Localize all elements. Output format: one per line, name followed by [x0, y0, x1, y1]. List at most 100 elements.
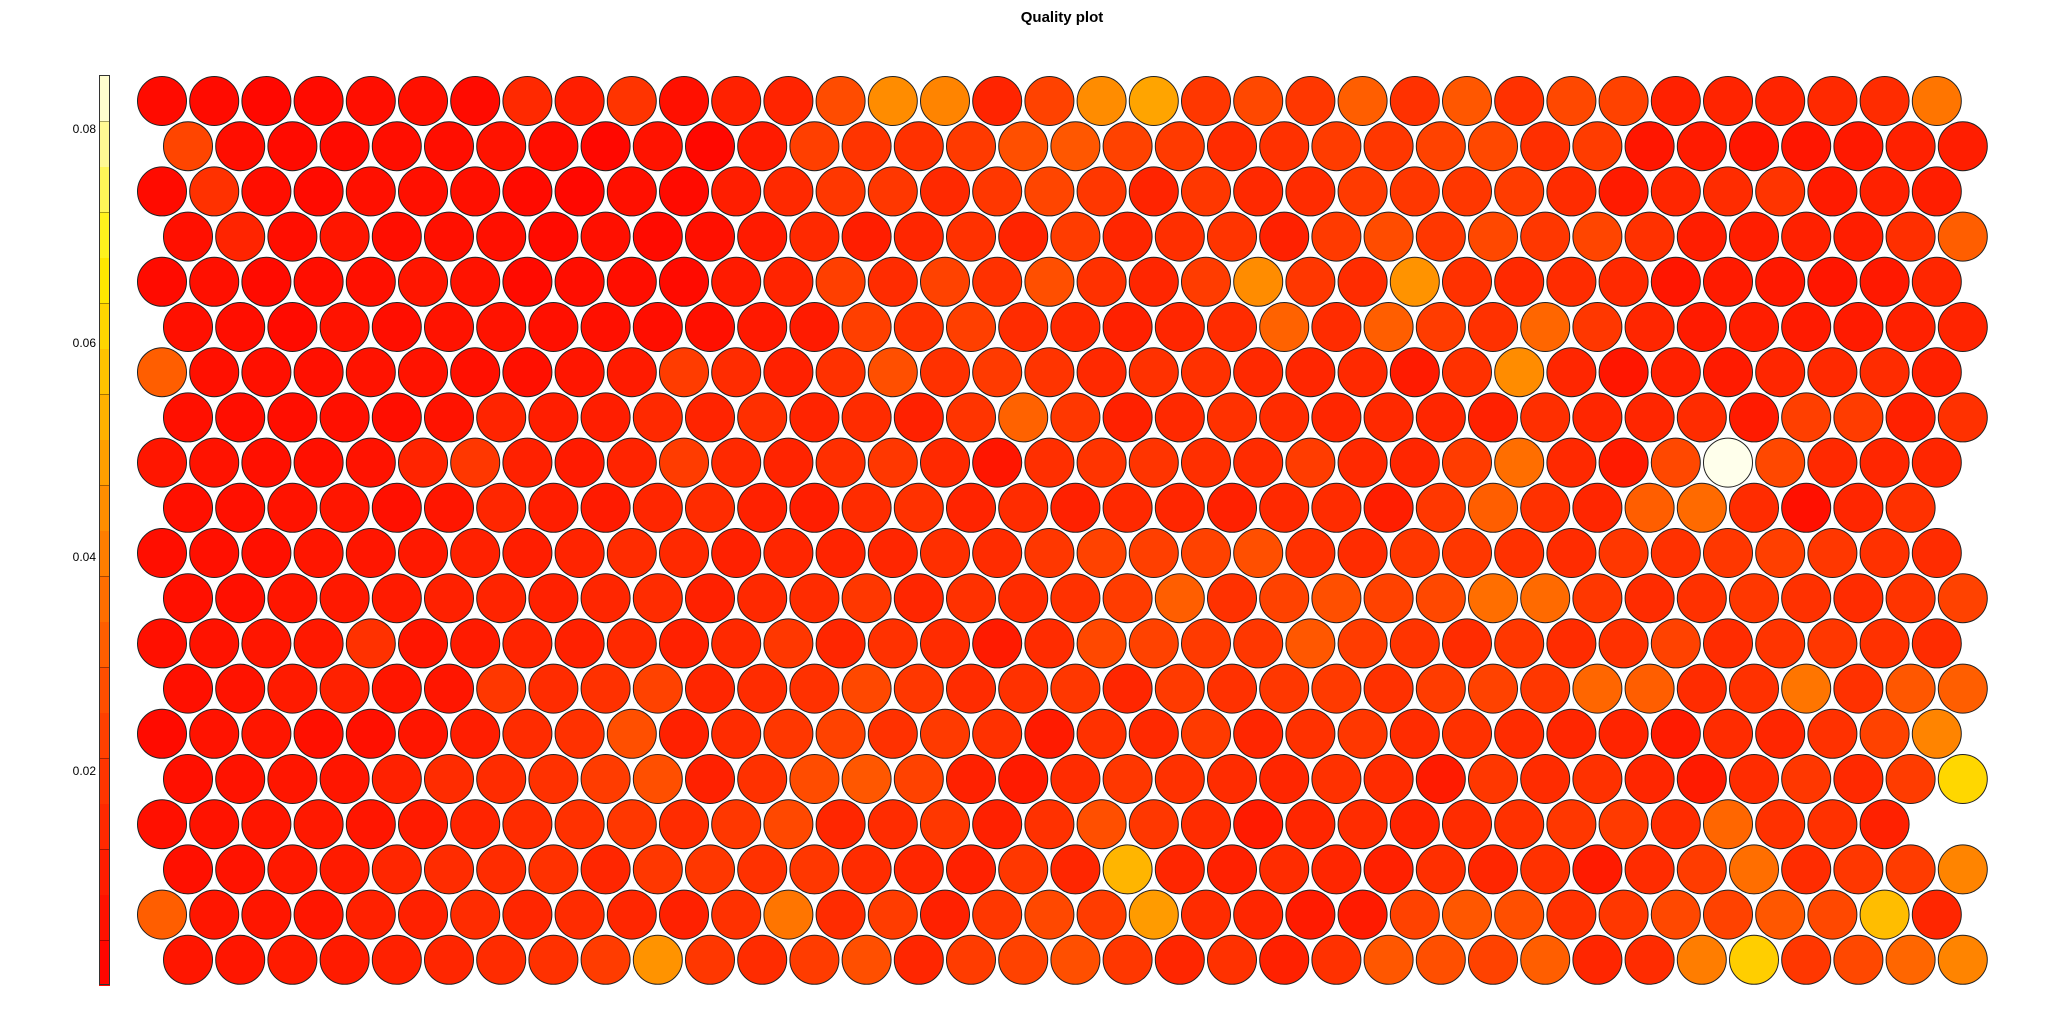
- hex-cell: [1807, 708, 1858, 759]
- hex-cell: [841, 934, 892, 985]
- hex-cell: [1833, 573, 1884, 624]
- hex-cell: [1128, 618, 1179, 669]
- hex-cell: [293, 76, 344, 126]
- hex-cell: [1102, 844, 1153, 895]
- hex-cell: [1494, 528, 1545, 578]
- hex-cell: [1911, 166, 1962, 217]
- color-scale-segment: [99, 120, 110, 167]
- hex-cell: [920, 528, 970, 578]
- hex-cell: [1076, 437, 1127, 488]
- hex-cell: [972, 708, 1023, 759]
- hex-cell: [1154, 663, 1205, 714]
- hex-cell: [1024, 708, 1075, 759]
- hex-cell: [1650, 618, 1701, 669]
- hex-cell: [215, 663, 266, 714]
- hex-cell: [1676, 211, 1727, 262]
- hex-cell: [215, 211, 266, 262]
- hex-cell: [998, 754, 1049, 804]
- hex-cell: [241, 708, 292, 759]
- color-scale-segment: [99, 939, 110, 986]
- hex-cell: [1807, 618, 1858, 669]
- color-scale-tick-label: 0.08: [72, 121, 96, 136]
- hex-cell: [1285, 528, 1336, 578]
- hex-cell: [450, 708, 501, 759]
- hex-cell: [189, 76, 240, 126]
- hex-cell: [867, 76, 918, 126]
- hex-cell: [1546, 528, 1597, 578]
- hex-cell: [345, 618, 396, 669]
- hex-cell: [1755, 76, 1806, 126]
- hex-cell: [1520, 121, 1571, 172]
- hex-cell: [893, 573, 944, 624]
- hex-cell: [345, 166, 396, 217]
- hex-cell: [371, 934, 422, 985]
- hex-cell: [1807, 76, 1858, 126]
- hex-cell: [1624, 392, 1675, 443]
- hex-cell: [450, 437, 501, 488]
- hex-cell: [685, 573, 735, 624]
- hex-cell: [815, 437, 866, 488]
- hex-cell: [1207, 482, 1257, 533]
- hex-cell: [763, 889, 814, 940]
- hex-cell: [293, 528, 344, 578]
- hex-cell: [137, 437, 187, 488]
- hex-cell: [711, 437, 762, 488]
- hex-cell: [1650, 528, 1701, 578]
- hex-cell: [841, 754, 892, 804]
- hex-cell: [1494, 256, 1545, 307]
- hex-cell: [476, 302, 527, 352]
- hex-cell: [163, 663, 213, 714]
- hex-cell: [1442, 708, 1492, 759]
- hex-cell: [1311, 482, 1362, 533]
- hex-cell: [1128, 166, 1179, 217]
- hex-cell: [502, 166, 553, 217]
- hex-cell: [1102, 663, 1153, 714]
- hex-cell: [972, 347, 1023, 398]
- hex-cell: [841, 482, 892, 533]
- hex-cell: [554, 799, 605, 850]
- hex-cell: [1415, 392, 1466, 443]
- hex-cell: [711, 799, 762, 850]
- hex-cell: [163, 392, 213, 443]
- hex-cell: [476, 573, 527, 624]
- hex-cell: [1154, 211, 1205, 262]
- hex-cell: [763, 256, 814, 307]
- hex-cell: [1181, 166, 1231, 217]
- hex-cell: [267, 573, 318, 624]
- hex-cell: [1624, 211, 1675, 262]
- hex-cell: [1729, 302, 1779, 352]
- hex-cell: [1676, 573, 1727, 624]
- hex-cell: [737, 663, 788, 714]
- hex-cell: [1415, 573, 1466, 624]
- hex-cell: [972, 166, 1023, 217]
- hex-cell: [606, 347, 657, 398]
- hex-cell: [685, 121, 735, 172]
- hex-cell: [1102, 121, 1153, 172]
- hex-cell: [1154, 302, 1205, 352]
- hex-cell: [1833, 663, 1884, 714]
- hex-cell: [502, 889, 553, 940]
- hex-cell: [189, 618, 240, 669]
- hex-cell: [1389, 166, 1440, 217]
- hex-cell: [789, 573, 840, 624]
- hex-cell: [1572, 121, 1623, 172]
- hex-cell: [580, 302, 631, 352]
- hex-cell: [241, 889, 292, 940]
- hex-cell: [267, 482, 318, 533]
- hex-cell: [1285, 889, 1336, 940]
- hex-cell: [1415, 934, 1466, 985]
- color-scale-bar: [99, 75, 110, 986]
- hex-cell: [789, 211, 840, 262]
- hex-cell: [1703, 528, 1753, 578]
- hex-cell: [1154, 934, 1205, 985]
- hex-cell: [1311, 121, 1362, 172]
- hex-cell: [1650, 708, 1701, 759]
- hex-cell: [867, 618, 918, 669]
- hex-cell: [632, 573, 683, 624]
- hex-cell: [972, 76, 1023, 126]
- hex-cell: [1937, 754, 1988, 804]
- hex-cell: [1729, 121, 1779, 172]
- hex-cell: [1885, 934, 1936, 985]
- hex-cell: [319, 482, 370, 533]
- hex-cell: [1624, 482, 1675, 533]
